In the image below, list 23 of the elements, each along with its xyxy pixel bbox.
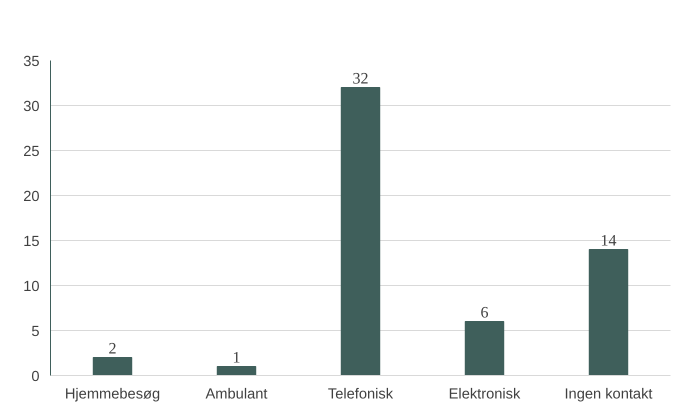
x-tick-label: Ingen kontakt xyxy=(564,386,653,402)
bar xyxy=(340,87,380,376)
bar xyxy=(464,321,504,376)
y-tick-label: 0 xyxy=(31,369,40,385)
y-tick-label: 10 xyxy=(23,279,40,295)
bar xyxy=(588,249,628,376)
data-label: 14 xyxy=(600,232,616,250)
y-tick-label: 15 xyxy=(23,234,40,250)
y-tick-label: 30 xyxy=(23,99,40,115)
y-tick-label: 5 xyxy=(31,324,40,340)
y-tick-label: 25 xyxy=(23,144,40,160)
x-tick-label: Ambulant xyxy=(206,386,268,402)
x-tick-label: Elektronisk xyxy=(448,386,522,402)
data-label: 6 xyxy=(480,304,488,322)
x-tick-label: Hjemmebesøg xyxy=(64,386,160,402)
bar xyxy=(92,357,132,376)
bar xyxy=(216,366,256,376)
y-tick-label: 35 xyxy=(23,54,40,70)
y-tick-label: 20 xyxy=(23,189,40,205)
data-label: 1 xyxy=(232,350,240,366)
data-label: 32 xyxy=(352,70,368,88)
x-tick-label: Telefonisk xyxy=(328,386,394,402)
data-label: 2 xyxy=(108,340,116,358)
